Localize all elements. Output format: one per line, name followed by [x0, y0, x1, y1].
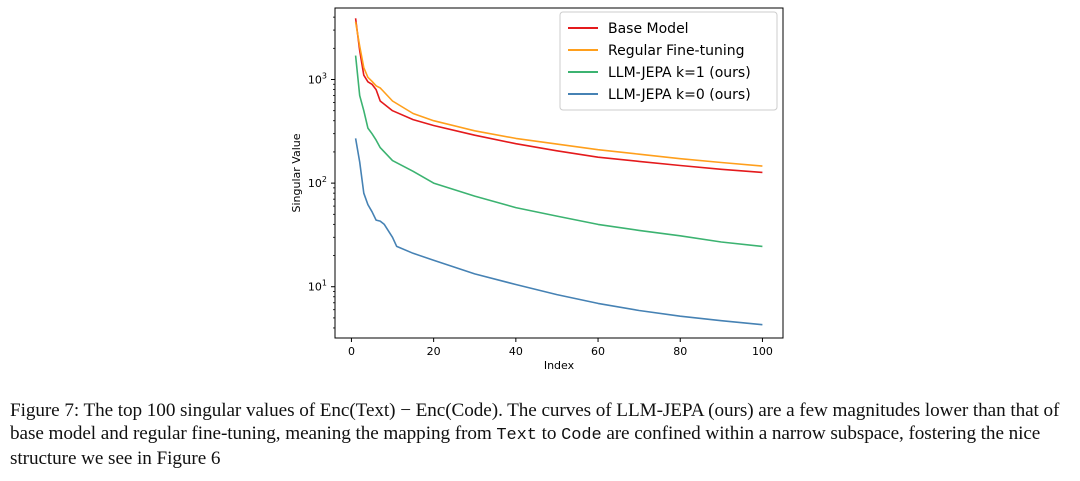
legend-label-1: Base Model — [608, 21, 689, 37]
series-line-4 — [354, 138, 763, 326]
caption-expression-enc-text: Enc(Text) — [319, 400, 396, 421]
caption-text-3: to — [541, 423, 557, 444]
series-line-2 — [354, 21, 763, 167]
x-tick-label: 60 — [591, 345, 605, 358]
caption-text-2: . The curves of LLM-JEPA (ours) are a fe… — [10, 400, 1060, 444]
x-axis-label: Index — [544, 359, 575, 372]
caption-text-4: are confined within a narrow subspace, f… — [10, 423, 1041, 469]
y-tick-label: 103 — [308, 72, 327, 87]
x-tick-label: 0 — [348, 345, 355, 358]
caption-minus: − — [400, 400, 411, 421]
caption-code-text: Text — [496, 426, 537, 445]
legend-label-4: LLM-JEPA k=0 (ours) — [608, 87, 751, 103]
caption-expression-enc-code: Enc(Code) — [415, 400, 499, 421]
plot-frame — [334, 7, 784, 339]
x-tick-label: 80 — [673, 345, 687, 358]
legend-label-3: LLM-JEPA k=1 (ours) — [608, 65, 751, 81]
legend-label-2: Regular Fine-tuning — [608, 43, 745, 59]
figure-caption: Figure 7: The top 100 singular values of… — [10, 399, 1074, 470]
singular-value-chart: 0 20 40 60 80 100 101 102 103 Index Singular Value… — [290, 7, 784, 372]
y-axis-label: Singular Value — [290, 133, 303, 212]
figure-7: 0 20 40 60 80 100 101 102 103 Index Singular Value… — [290, 7, 784, 372]
series-line-1 — [354, 18, 763, 174]
x-tick-label: 100 — [752, 345, 773, 358]
caption-code-code: Code — [561, 426, 602, 445]
caption-text-1: The top 100 singular values of — [83, 400, 316, 421]
y-tick-label: 101 — [308, 279, 327, 294]
series-line-3 — [354, 55, 763, 248]
caption-label: Figure 7: — [10, 400, 80, 421]
y-tick-label: 102 — [308, 175, 327, 190]
legend-box — [559, 11, 778, 111]
x-tick-label: 40 — [509, 345, 523, 358]
x-tick-label: 20 — [427, 345, 441, 358]
